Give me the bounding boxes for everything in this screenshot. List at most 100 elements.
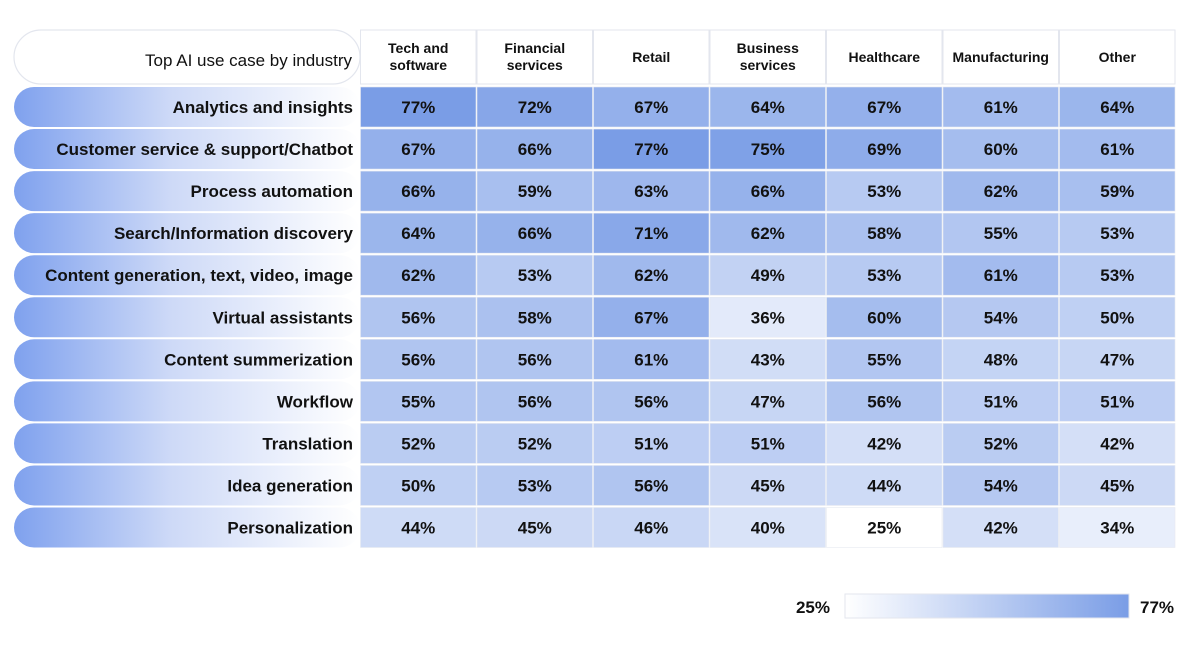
row-label-pill	[14, 507, 360, 548]
cell-value-label: 45%	[518, 519, 552, 538]
heatmap-cell	[826, 465, 943, 506]
column-header-label: Healthcare	[848, 49, 920, 65]
column-header-cell	[1059, 29, 1176, 85]
cell-value-label: 51%	[634, 434, 668, 453]
cell-value-label: 51%	[984, 392, 1018, 411]
heatmap-cell	[942, 86, 1059, 128]
heatmap-cell	[942, 128, 1059, 170]
column-header-label: Manufacturing	[953, 49, 1049, 65]
heatmap-cell	[1059, 128, 1176, 170]
cell-value-label: 48%	[984, 350, 1018, 369]
column-header-cell	[593, 29, 710, 85]
cell-value-label: 55%	[984, 224, 1018, 243]
row-label: Customer service & support/Chatbot	[56, 140, 353, 159]
heatmap-cell	[942, 465, 1059, 506]
heatmap-cell	[476, 338, 593, 380]
heatmap-cell	[709, 128, 826, 170]
row-label: Workflow	[277, 392, 354, 411]
heatmap-cells: 77% 72% 67% 64% 67% 61% 64% 67% 66% 77% 75% 69% 60% 6…	[360, 86, 1176, 548]
cell-value-label: 52%	[984, 434, 1018, 453]
legend-max-label: 77%	[1140, 598, 1174, 617]
heatmap-cell	[1059, 465, 1176, 506]
row-label: Content summerization	[164, 350, 353, 369]
cell-value-label: 55%	[401, 392, 435, 411]
cell-value-label: 45%	[751, 476, 785, 495]
heatmap-cell	[476, 86, 593, 128]
heatmap-cell	[593, 254, 710, 296]
heatmap-cell	[476, 212, 593, 254]
cell-value-label: 62%	[401, 266, 435, 285]
row-labels: Analytics and insights Customer service &…	[14, 87, 360, 548]
heatmap-cell	[826, 254, 943, 296]
cell-value-label: 66%	[518, 224, 552, 243]
cell-value-label: 77%	[401, 98, 435, 117]
heatmap-cell	[360, 381, 477, 422]
cell-value-label: 53%	[518, 266, 552, 285]
heatmap-cell	[1059, 212, 1176, 254]
cell-value-label: 45%	[1100, 476, 1134, 495]
cell-value-label: 60%	[867, 308, 901, 327]
legend-min-label: 25%	[796, 598, 830, 617]
cell-value-label: 53%	[518, 476, 552, 495]
heatmap-cell	[1059, 254, 1176, 296]
cell-value-label: 62%	[984, 182, 1018, 201]
cell-value-label: 59%	[1100, 182, 1134, 201]
heatmap-cell	[709, 381, 826, 422]
cell-value-label: 42%	[984, 519, 1018, 538]
heatmap-cell	[942, 338, 1059, 380]
heatmap-cell	[593, 170, 710, 212]
heatmap-cell	[709, 507, 826, 548]
column-header-cell	[476, 29, 593, 85]
cell-value-label: 58%	[867, 224, 901, 243]
cell-value-label: 51%	[1100, 392, 1134, 411]
heatmap-cell	[360, 170, 477, 212]
chart-title: Top AI use case by industry	[145, 51, 352, 70]
heatmap-cell	[1059, 296, 1176, 338]
cell-value-label: 53%	[1100, 266, 1134, 285]
cell-value-label: 71%	[634, 224, 668, 243]
heatmap-cell	[476, 423, 593, 464]
heatmap-cell	[709, 423, 826, 464]
row-label-pill	[14, 255, 360, 296]
heatmap-cell	[942, 507, 1059, 548]
cell-value-label: 66%	[401, 182, 435, 201]
heatmap-cell	[826, 507, 943, 548]
cell-value-label: 47%	[751, 392, 785, 411]
column-headers: Tech and software Financial services Retail B…	[360, 29, 1176, 85]
heatmap-cell	[942, 381, 1059, 422]
cell-value-label: 60%	[984, 140, 1018, 159]
cell-value-label: 25%	[867, 519, 901, 538]
heatmap-cell	[360, 254, 477, 296]
row-label: Idea generation	[227, 476, 353, 495]
row-label: Virtual assistants	[213, 308, 353, 327]
heatmap-cell	[709, 170, 826, 212]
heatmap-cell	[826, 86, 943, 128]
cell-value-label: 66%	[751, 182, 785, 201]
column-header-label: Financial services	[504, 40, 565, 73]
heatmap-cell	[826, 338, 943, 380]
cell-value-label: 56%	[634, 476, 668, 495]
cell-value-label: 42%	[867, 434, 901, 453]
cell-value-label: 51%	[751, 434, 785, 453]
heatmap-cell	[1059, 507, 1176, 548]
heatmap-cell	[476, 507, 593, 548]
cell-value-label: 56%	[401, 350, 435, 369]
cell-value-label: 53%	[867, 182, 901, 201]
heatmap-cell	[1059, 86, 1176, 128]
heatmap-cell	[1059, 170, 1176, 212]
heatmap-cell	[826, 212, 943, 254]
column-header-label: Other	[1099, 49, 1137, 65]
row-label: Analytics and insights	[173, 98, 353, 117]
heatmap-cell	[709, 254, 826, 296]
heatmap-cell	[942, 170, 1059, 212]
heatmap-cell	[593, 465, 710, 506]
row-label: Search/Information discovery	[114, 224, 354, 243]
cell-value-label: 69%	[867, 140, 901, 159]
cell-value-label: 42%	[1100, 434, 1134, 453]
heatmap-cell	[709, 338, 826, 380]
cell-value-label: 36%	[751, 308, 785, 327]
heatmap-cell	[360, 507, 477, 548]
cell-value-label: 43%	[751, 350, 785, 369]
cell-value-label: 61%	[984, 266, 1018, 285]
cell-value-label: 44%	[867, 476, 901, 495]
